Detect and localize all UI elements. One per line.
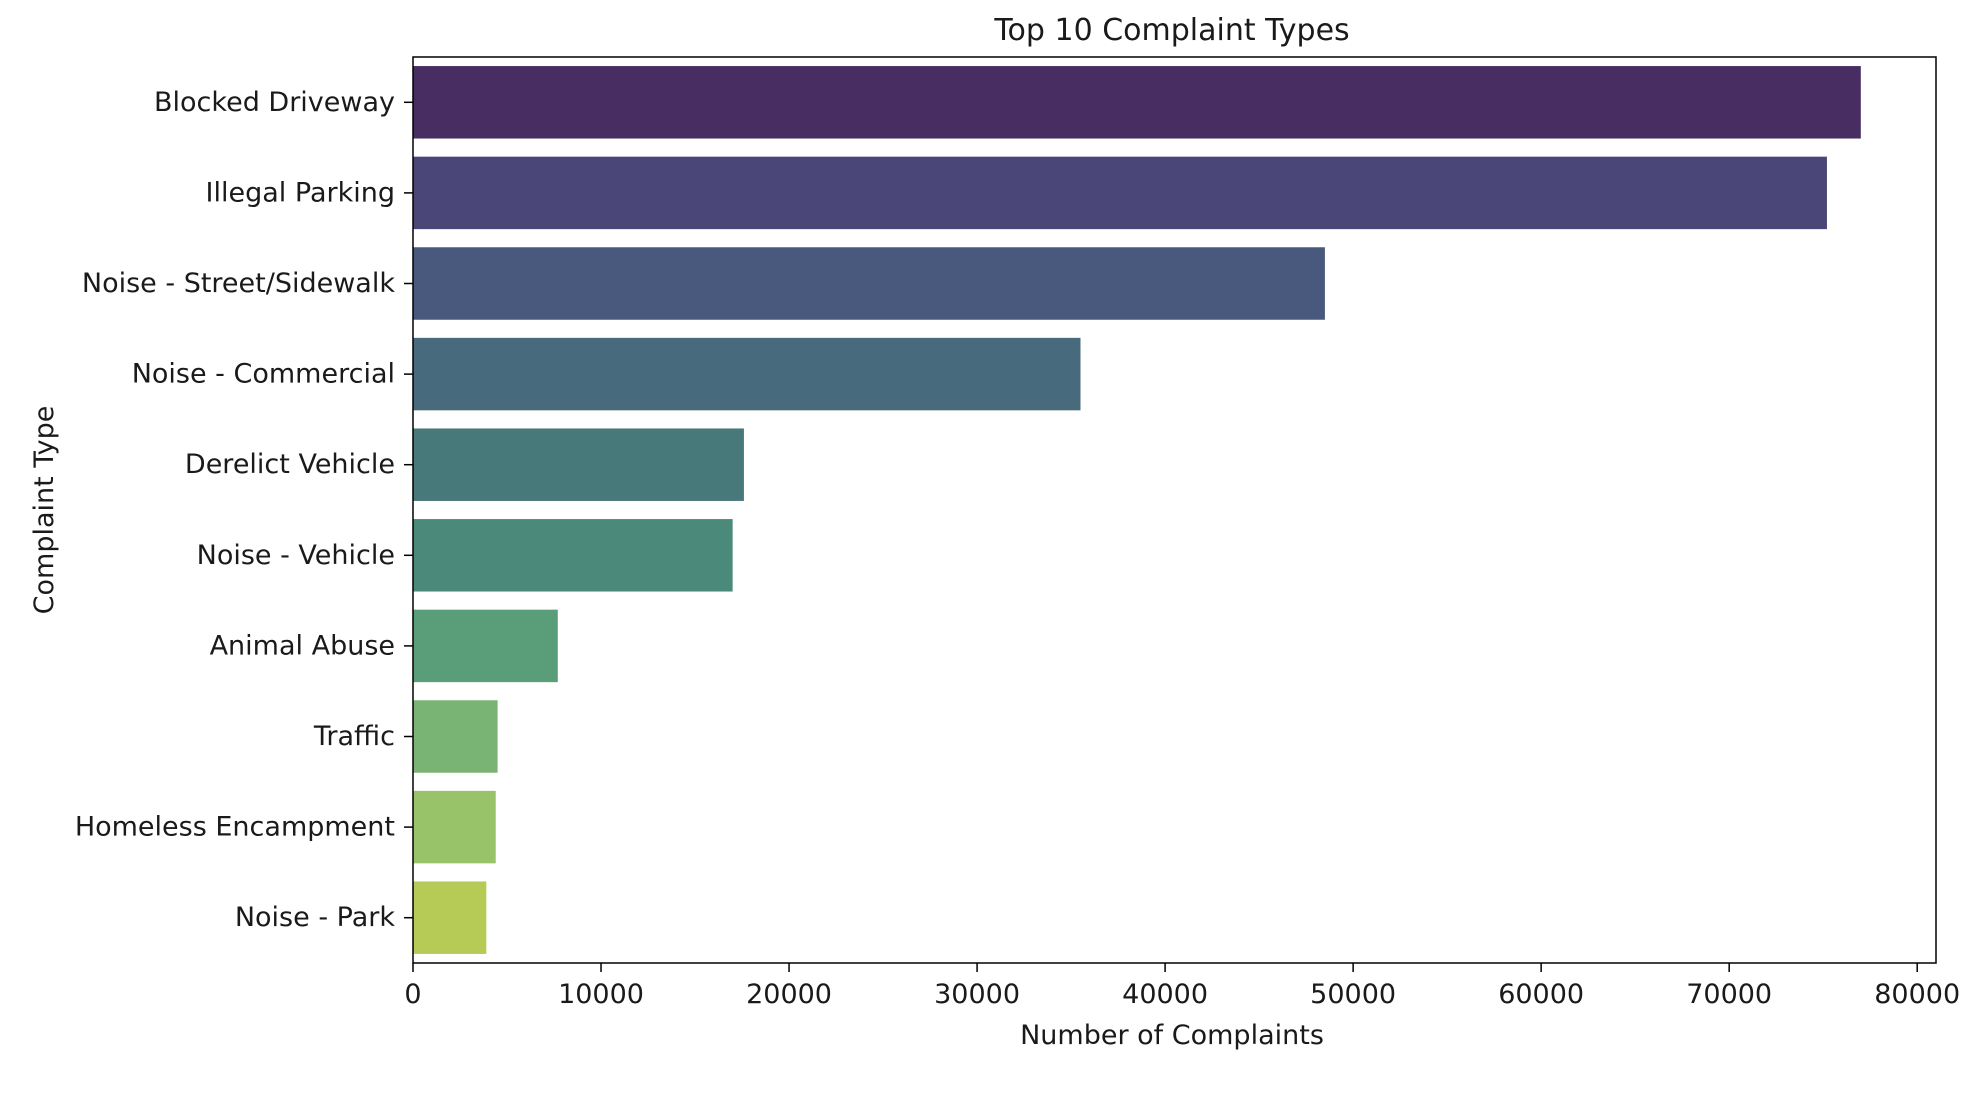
y-tick-label: Noise - Park bbox=[235, 902, 396, 933]
x-tick-label: 70000 bbox=[1686, 979, 1772, 1010]
x-tick-label: 40000 bbox=[1122, 979, 1208, 1010]
y-tick-label: Traffic bbox=[313, 721, 395, 752]
bar-6 bbox=[413, 609, 558, 683]
x-tick-label: 80000 bbox=[1874, 979, 1960, 1010]
x-axis-ticks: 0 10000 20000 30000 40000 50000 60000 70000 8000… bbox=[404, 963, 1960, 1010]
bar-7 bbox=[413, 700, 498, 773]
y-tick-label: Blocked Driveway bbox=[154, 87, 395, 118]
y-tick-label: Animal Abuse bbox=[210, 630, 395, 661]
x-tick-label: 20000 bbox=[746, 979, 832, 1010]
bar-1 bbox=[413, 156, 1827, 230]
y-tick-label: Noise - Vehicle bbox=[197, 540, 395, 571]
bar-9 bbox=[413, 881, 487, 954]
plot-frame bbox=[412, 56, 1937, 964]
y-tick-label: Derelict Vehicle bbox=[185, 449, 395, 480]
x-tick-label: 60000 bbox=[1498, 979, 1584, 1010]
y-tick-label: Noise - Street/Sidewalk bbox=[82, 268, 395, 299]
y-tick-label: Noise - Commercial bbox=[132, 359, 395, 390]
x-tick-label: 30000 bbox=[934, 979, 1020, 1010]
bar-8 bbox=[413, 790, 496, 864]
x-axis-label: Number of Complaints bbox=[1020, 1020, 1324, 1051]
x-tick-label: 50000 bbox=[1310, 979, 1396, 1010]
chart-title: Top 10 Complaint Types bbox=[993, 13, 1349, 48]
y-axis-label: Complaint Type bbox=[29, 406, 60, 615]
bar-2 bbox=[413, 247, 1325, 320]
bars-layer bbox=[413, 66, 1861, 954]
x-tick-label: 10000 bbox=[558, 979, 644, 1010]
y-tick-label: Illegal Parking bbox=[206, 177, 395, 208]
bar-4 bbox=[413, 428, 744, 501]
y-tick-label: Homeless Encampment bbox=[75, 812, 395, 843]
y-axis-ticks: Blocked Driveway Illegal Parking Noise - S… bbox=[75, 87, 413, 933]
bar-5 bbox=[413, 519, 733, 592]
x-tick-label: 0 bbox=[404, 979, 421, 1010]
bar-3 bbox=[413, 337, 1081, 411]
bar-0 bbox=[413, 66, 1861, 139]
